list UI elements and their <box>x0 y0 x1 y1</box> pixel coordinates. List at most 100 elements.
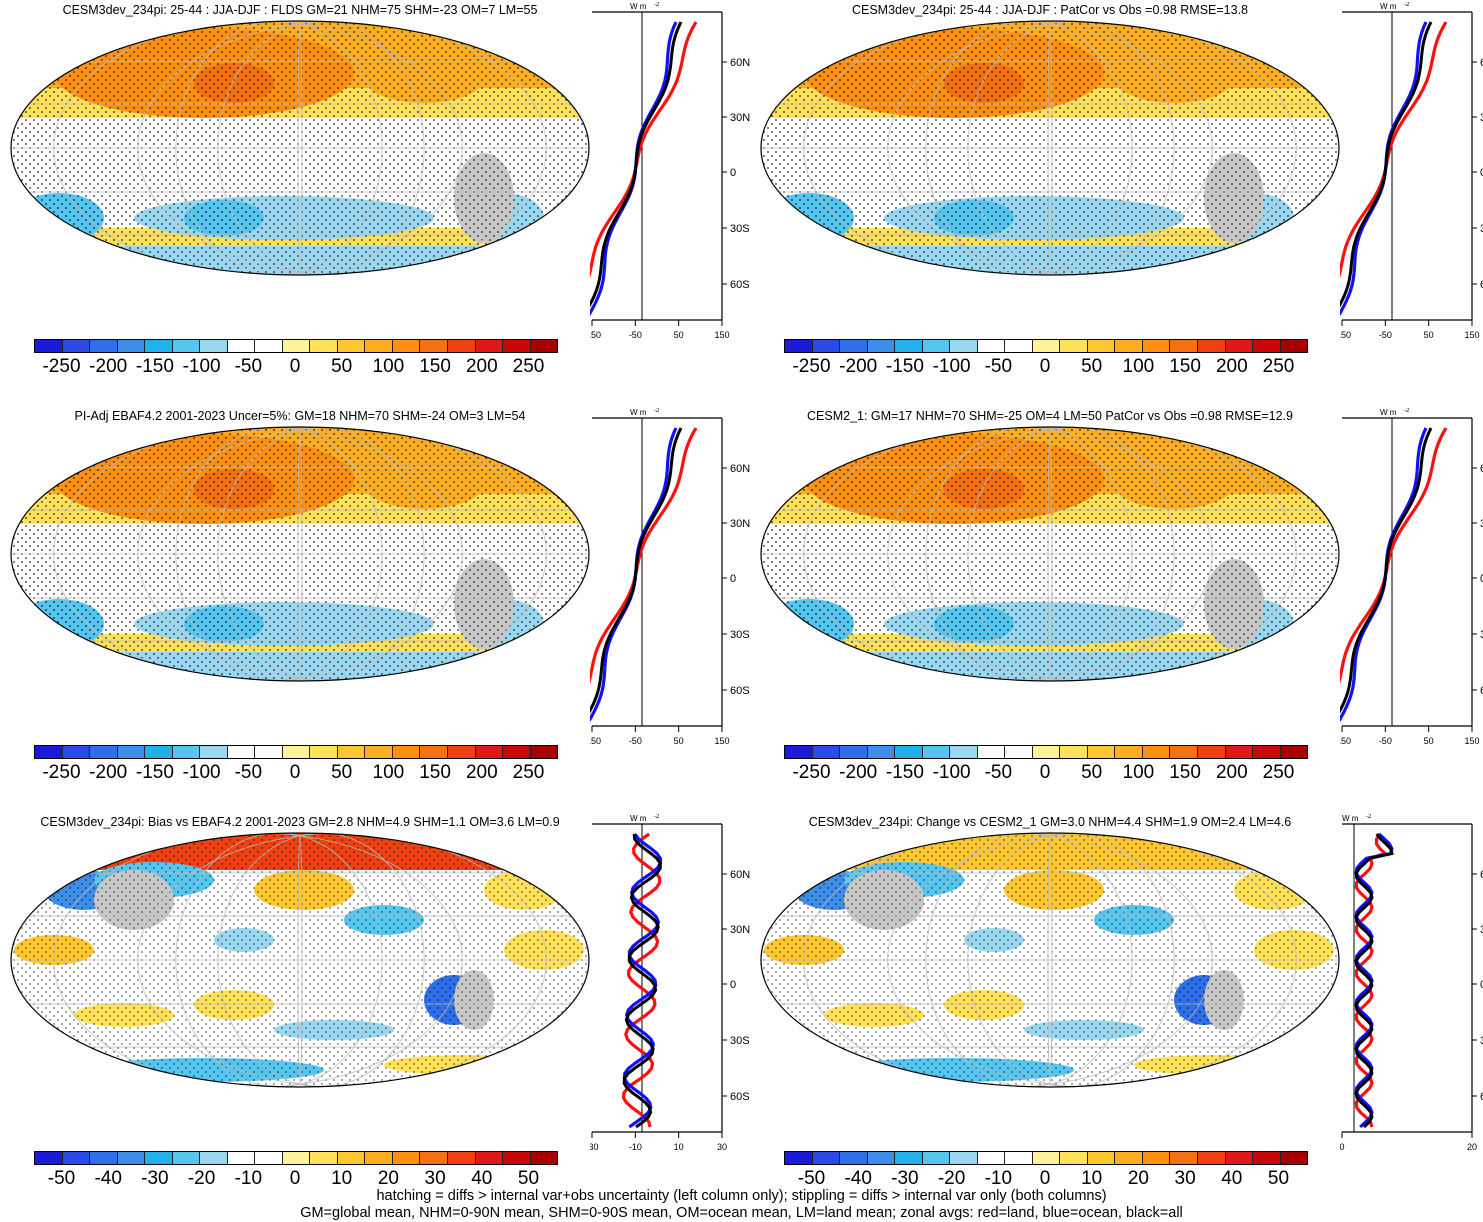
colorbar-tick-label: -40 <box>94 1168 122 1189</box>
colorbar-swatch <box>282 340 311 352</box>
colorbar-tick-label: 100 <box>1122 762 1155 783</box>
colorbar-swatch <box>530 746 558 758</box>
colorbar-swatch <box>310 1152 338 1164</box>
colorbar-swatch <box>812 340 841 352</box>
colorbar-swatch <box>90 1152 118 1164</box>
colorbar-tick-label: 10 <box>331 1168 353 1189</box>
colorbar-tick-label: 0 <box>1039 356 1051 377</box>
zonal-average-plot: 60N 30N 0 30S 60S -150 -50 50 150 W m -2 <box>1340 2 1483 340</box>
panel-title: CESM3dev_234pi: 25-44 : JJA-DJF : PatCor… <box>851 3 1248 17</box>
colorbar-swatch <box>950 746 978 758</box>
colorbar-swatch <box>117 746 146 758</box>
colorbar-swatch <box>840 1152 868 1164</box>
colorbar-tick-label: 50 <box>331 356 353 377</box>
colorbar-tick-label: -50 <box>797 1168 826 1189</box>
colorbar-tick-label: -40 <box>844 1168 872 1189</box>
zonal-units: W m <box>630 408 647 417</box>
colorbar-swatch <box>172 746 201 758</box>
zonal-value-tick: 50 <box>1424 736 1434 746</box>
map-field <box>761 833 1339 1087</box>
map-panel: PI-Adj EBAF4.2 2001-2023 Uncer=5%: GM=18… <box>0 406 750 810</box>
zonal-value-tick: -50 <box>1379 736 1392 746</box>
colorbar-swatch <box>785 746 813 758</box>
zonal-curve <box>1340 21 1428 316</box>
zonal-average-plot: 60N 30N 0 30S 60S -30 -10 10 30 W m -2 <box>590 814 750 1152</box>
zonal-units: W m <box>1342 814 1359 823</box>
colorbar-tick-label: 40 <box>471 1168 493 1189</box>
zonal-lat-tick: 0 <box>730 167 736 179</box>
panel-title: CESM3dev_234pi: Change vs CESM2_1 GM=3.0… <box>808 815 1292 829</box>
colorbar-tick-label: 10 <box>1081 1168 1103 1189</box>
map-field <box>761 427 1339 681</box>
zonal-units-exponent: -2 <box>1404 2 1410 8</box>
colorbar-swatch <box>867 1152 896 1164</box>
colorbar-swatch <box>503 340 531 352</box>
colorbar-swatch <box>255 746 283 758</box>
zonal-units-exponent: -2 <box>654 2 660 8</box>
map-panel: CESM3dev_234pi: 25-44 : JJA-DJF : FLDS G… <box>0 0 750 404</box>
colorbar-tick-label: -20 <box>187 1168 216 1189</box>
colorbar-swatch <box>812 1152 841 1164</box>
zonal-value-tick: 150 <box>714 736 729 746</box>
colorbar-tick-label: -250 <box>792 762 831 783</box>
colorbar-swatch <box>1253 746 1281 758</box>
map-field <box>11 427 589 681</box>
colorbar-swatch <box>977 746 1006 758</box>
map-panel: CESM2_1: GM=17 NHM=70 SHM=-25 OM=4 LM=50… <box>750 406 1483 810</box>
zonal-lat-tick: 60S <box>1480 279 1483 291</box>
colorbar-tick-label: -200 <box>89 762 128 783</box>
zonal-lat-tick: 60N <box>730 463 750 475</box>
colorbar-swatch <box>1225 746 1254 758</box>
colorbar-swatch <box>1087 1152 1116 1164</box>
panel-title: CESM2_1: GM=17 NHM=70 SHM=-25 OM=4 LM=50… <box>807 409 1293 423</box>
colorbar-swatch <box>785 1152 813 1164</box>
colorbar-swatch <box>530 1152 558 1164</box>
colorbar-swatch <box>117 1152 146 1164</box>
zonal-value-tick: -50 <box>629 330 642 340</box>
zonal-value-tick: -150 <box>1340 736 1351 746</box>
colorbar-swatch <box>1280 1152 1308 1164</box>
colorbar-tick-label: -50 <box>47 1168 76 1189</box>
zonal-lat-tick: 30S <box>1480 629 1483 641</box>
zonal-average-plot: 60N 30N 0 30S 60S -150 -50 50 150 W m -2 <box>590 2 750 340</box>
zonal-lat-tick: 0 <box>1480 979 1483 991</box>
panel-title: CESM3dev_234pi: Bias vs EBAF4.2 2001-202… <box>40 815 560 829</box>
zonal-curve <box>622 833 662 1129</box>
colorbar-swatch <box>1005 340 1033 352</box>
panel-title: CESM3dev_234pi: 25-44 : JJA-DJF : FLDS G… <box>62 3 538 17</box>
map-field <box>11 21 589 275</box>
colorbar-swatch <box>1060 1152 1088 1164</box>
colorbar-swatch <box>227 1152 256 1164</box>
colorbar-tick-label: -150 <box>135 762 174 783</box>
colorbar-swatch <box>812 746 841 758</box>
zonal-curve <box>590 21 698 279</box>
colorbar-swatch <box>145 1152 173 1164</box>
zonal-lat-tick: 60N <box>730 869 750 881</box>
colorbar-tick-label: 0 <box>1039 762 1051 783</box>
colorbar-tick-label: -150 <box>135 356 174 377</box>
zonal-value-tick: -150 <box>590 330 601 340</box>
colorbar-swatch <box>200 746 228 758</box>
zonal-curve <box>590 21 678 316</box>
zonal-curve <box>1354 833 1394 1129</box>
colorbar-swatch <box>1280 746 1308 758</box>
zonal-value-tick: -150 <box>1340 330 1351 340</box>
footer-line-2: GM=global mean, NHM=0-90N mean, SHM=0-90… <box>300 1205 1183 1221</box>
colorbar-tick-label: 200 <box>1215 356 1248 377</box>
colorbar-tick-label: 30 <box>1174 1168 1196 1189</box>
zonal-units-exponent: -2 <box>654 408 660 414</box>
colorbar-swatch <box>475 746 504 758</box>
zonal-value-tick: 10 <box>674 1142 684 1152</box>
colorbar-tick-label: 200 <box>465 356 498 377</box>
colorbar-swatch <box>922 1152 951 1164</box>
colorbar-swatch <box>365 1152 393 1164</box>
zonal-lat-tick: 0 <box>730 979 736 991</box>
colorbar-swatch <box>950 1152 978 1164</box>
zonal-value-tick: -30 <box>590 1142 599 1152</box>
colorbar-tick-label: -100 <box>932 356 971 377</box>
world-map <box>760 832 1340 1088</box>
zonal-value-tick: 150 <box>714 330 729 340</box>
colorbar-swatch <box>895 1152 923 1164</box>
zonal-lat-tick: 30N <box>1480 112 1483 124</box>
colorbar <box>784 1151 1308 1165</box>
